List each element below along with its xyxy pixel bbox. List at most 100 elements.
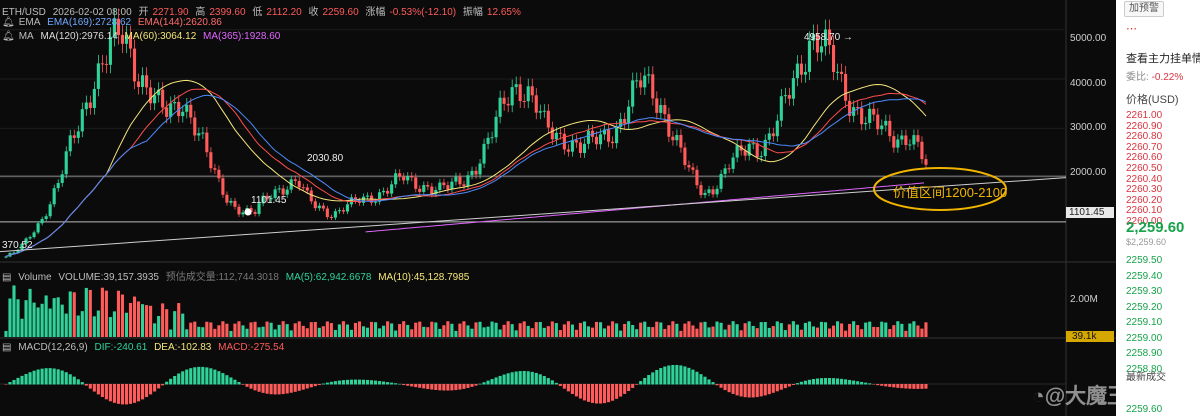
add-alert-button[interactable]: 加预警 xyxy=(1124,1,1164,17)
volume-bar xyxy=(466,325,470,337)
ma-name[interactable]: MA xyxy=(18,31,34,42)
macd-dif: DIF:-240.61 xyxy=(94,342,148,353)
macd-name[interactable]: MACD(12,26,9) xyxy=(18,342,88,353)
low-annotation: 1101.45 xyxy=(251,195,287,206)
volume-bar xyxy=(751,325,755,337)
macd-bar xyxy=(594,384,599,404)
volume-bar xyxy=(815,327,820,337)
macd-bar xyxy=(582,384,587,401)
candle-body xyxy=(132,48,137,82)
candle-body xyxy=(233,200,237,207)
candle-body xyxy=(285,189,289,195)
ellipsis-icon[interactable]: ⋯ xyxy=(1126,23,1137,35)
volume-bar xyxy=(442,325,446,337)
candle-body xyxy=(293,179,297,181)
candle-body xyxy=(691,167,695,170)
volume-bar xyxy=(4,331,8,337)
macd-bar xyxy=(169,378,173,385)
macd-bar xyxy=(165,381,169,385)
volume-bar xyxy=(478,321,482,337)
volume-bar xyxy=(361,326,366,337)
volume-bar xyxy=(864,322,868,337)
ask-price[interactable]: 2260.70 xyxy=(1126,141,1163,153)
macd-bar xyxy=(201,366,205,385)
candle-body xyxy=(498,97,502,117)
macd-bar xyxy=(205,367,209,385)
macd-bar xyxy=(534,372,538,385)
candle-body xyxy=(20,243,24,250)
macd-bar xyxy=(289,384,293,393)
candle-body xyxy=(390,184,394,194)
volume-bar xyxy=(173,311,177,337)
candle-body xyxy=(329,216,333,218)
ask-price[interactable]: 2260.30 xyxy=(1126,184,1163,196)
macd-bar xyxy=(48,368,52,385)
candle-body xyxy=(799,63,803,75)
macd-bar xyxy=(566,384,570,392)
ma-header: 🔔︎ MA MA(120):2976.14 MA(60):3064.12 MA(3… xyxy=(2,31,284,42)
candle-body xyxy=(84,102,88,110)
ask-price[interactable]: 2260.50 xyxy=(1126,163,1163,174)
macd-bar xyxy=(241,384,245,385)
macd-bar xyxy=(723,384,727,391)
candle-body xyxy=(703,192,707,196)
volume-bar xyxy=(787,324,791,337)
candle-body xyxy=(759,156,763,158)
macd-bar xyxy=(679,365,683,385)
volume-bar xyxy=(823,322,828,337)
candle-body xyxy=(502,97,506,104)
price-header: 价格(USD) xyxy=(1126,94,1179,106)
bid-price[interactable]: 2259.10 xyxy=(1126,317,1163,328)
bell-icon[interactable]: 🔔︎ xyxy=(2,31,15,42)
volume-bar xyxy=(454,330,458,337)
bid-price[interactable]: 2258.90 xyxy=(1126,348,1163,359)
bell-icon[interactable]: 🔔︎ xyxy=(2,17,15,28)
ask-price[interactable]: 2261.00 xyxy=(1126,110,1163,121)
macd-bar xyxy=(378,381,382,385)
volume-bar xyxy=(619,330,623,337)
depth-link[interactable]: 查看主力挂单情 xyxy=(1126,53,1200,65)
volume-bar xyxy=(249,322,253,337)
chart-area[interactable]: ETH/USD 2026-02-02 08:00 开 2271.90 高 2399.… xyxy=(0,0,1116,416)
volume-bar xyxy=(667,325,671,337)
candle-body xyxy=(510,87,514,106)
bid-price[interactable]: 2259.00 xyxy=(1126,332,1163,344)
ask-price[interactable]: 2260.20 xyxy=(1126,194,1163,206)
volume-bar xyxy=(217,325,221,337)
volume-bar xyxy=(566,321,570,337)
candle-body xyxy=(88,102,92,108)
bid-price[interactable]: 2259.40 xyxy=(1126,270,1163,282)
candle-body xyxy=(378,192,382,202)
volume-bar xyxy=(510,324,514,337)
volume-bar xyxy=(683,323,687,337)
bid-price[interactable]: 2259.50 xyxy=(1126,255,1163,266)
high-label: 高 xyxy=(195,7,206,18)
macd-header: ▤ MACD(12,26,9) DIF:-240.61 DEA:-102.83 … xyxy=(2,342,288,353)
ask-price[interactable]: 2260.90 xyxy=(1126,120,1163,132)
ema-name[interactable]: EMA xyxy=(18,17,41,28)
volume-bar xyxy=(623,323,627,337)
volume-bar xyxy=(8,298,12,337)
price-chart[interactable] xyxy=(0,0,1116,416)
macd-bar xyxy=(892,384,896,388)
candle-body xyxy=(241,212,245,215)
ask-price[interactable]: 2260.10 xyxy=(1126,205,1163,217)
candle-body xyxy=(723,168,727,174)
bid-price[interactable]: 2259.20 xyxy=(1126,301,1163,313)
ask-price[interactable]: 2260.00 xyxy=(1126,216,1163,227)
ask-price[interactable]: 2260.60 xyxy=(1126,152,1163,164)
bid-price[interactable]: 2259.30 xyxy=(1126,286,1163,297)
ask-price[interactable]: 2260.80 xyxy=(1126,131,1163,143)
volume-bar xyxy=(84,287,88,337)
volume-name[interactable]: Volume xyxy=(18,272,52,283)
bid-price[interactable]: 2258.80 xyxy=(1126,363,1163,375)
candle-body xyxy=(888,120,892,137)
volume-bar xyxy=(755,328,759,337)
candle-body xyxy=(382,190,386,193)
macd-bar xyxy=(526,371,530,385)
volume-value: VOLUME:39,157.3935 xyxy=(58,272,159,283)
ask-price[interactable]: 2260.40 xyxy=(1126,173,1163,185)
candle-body xyxy=(297,180,301,188)
volume-bar xyxy=(494,322,498,337)
macd-bar xyxy=(24,373,28,385)
